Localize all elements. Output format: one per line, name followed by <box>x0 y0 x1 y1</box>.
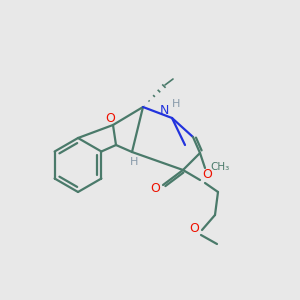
Text: O: O <box>105 112 115 124</box>
Text: O: O <box>150 182 160 196</box>
Text: O: O <box>202 169 212 182</box>
Text: H: H <box>130 157 138 167</box>
Text: CH₃: CH₃ <box>210 162 229 172</box>
Text: N: N <box>159 103 169 116</box>
Text: H: H <box>172 99 180 109</box>
Text: O: O <box>189 221 199 235</box>
